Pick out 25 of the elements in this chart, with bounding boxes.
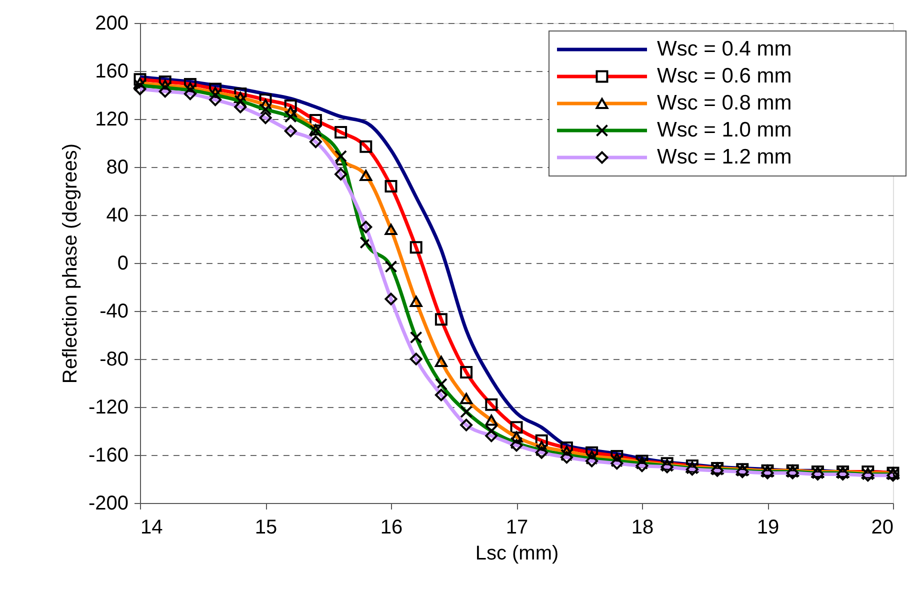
legend-label: Wsc = 0.6 mm: [657, 64, 792, 88]
x-tick-label: 17: [506, 516, 528, 538]
y-tick-label: -80: [100, 348, 128, 370]
y-tick-label: 200: [95, 12, 128, 34]
legend-label: Wsc = 1.2 mm: [657, 146, 792, 168]
x-tick-label: 18: [631, 516, 654, 538]
legend-label: Wsc = 1.0 mm: [657, 118, 792, 142]
x-tick-label: 16: [380, 516, 403, 538]
y-tick-label: -40: [100, 300, 128, 322]
x-tick-label: 15: [254, 516, 278, 538]
y-tick-label: 80: [106, 156, 128, 178]
y-tick-label: 40: [106, 204, 128, 226]
legend-label: Wsc = 0.8 mm: [657, 92, 792, 114]
y-tick-label: 160: [95, 60, 128, 82]
x-tick-label: 19: [756, 516, 780, 538]
x-axis-title: Lsc (mm): [475, 542, 559, 564]
y-tick-label: 0: [117, 252, 128, 274]
y-tick-label: 120: [95, 108, 128, 130]
y-axis-title: Reflection phase (degrees): [59, 143, 82, 384]
x-tick-label: 20: [871, 516, 894, 538]
y-tick-label: -200: [88, 492, 128, 514]
y-tick-label: -160: [88, 444, 128, 466]
legend-label: Wsc = 0.4 mm: [657, 38, 792, 60]
y-tick-label: -120: [88, 396, 128, 418]
x-tick-label: 14: [140, 516, 163, 538]
